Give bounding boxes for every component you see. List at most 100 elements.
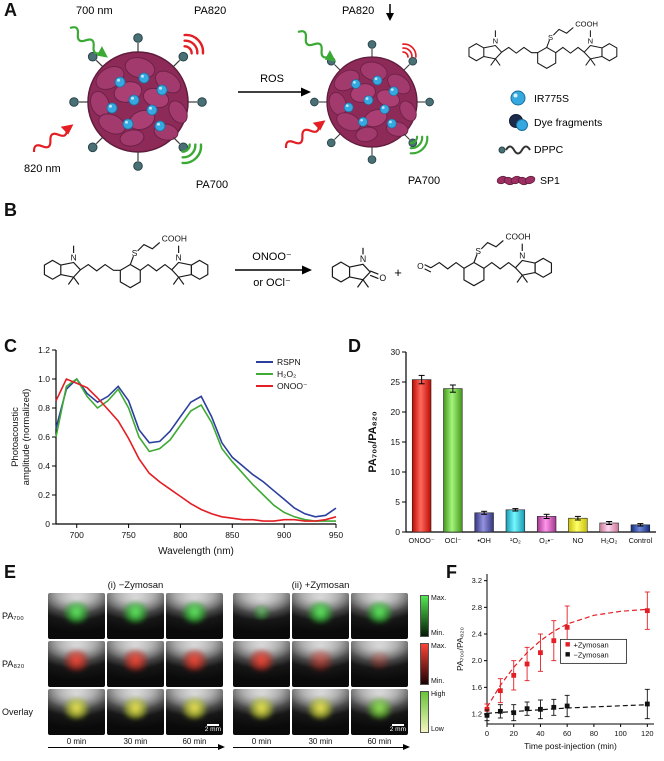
panel-a-scheme: N S COOH N O S COOH N xyxy=(0,0,664,202)
y-tick-label: 2.4 xyxy=(472,630,482,639)
group-title-i: (i) −Zymosan xyxy=(107,580,164,591)
signal-blob xyxy=(180,602,209,624)
legend-label: +Zymosan xyxy=(573,640,608,649)
signal-blob xyxy=(306,698,335,720)
group-title-ii: (ii) +Zymosan xyxy=(291,580,350,591)
data-point xyxy=(484,712,490,718)
panel-d-selectivity: 0 5 10 15 20 25 30 PA₇₀₀/PA₈₂₀ ONOO⁻ OCl⁻ •OH ¹O₂ O₂… xyxy=(348,338,664,564)
x-tick-label: 850 xyxy=(225,530,239,540)
row-label: Overlay xyxy=(2,707,34,717)
data-point xyxy=(497,708,503,714)
signal-blob xyxy=(367,651,392,670)
pa-image-r0-g0-t1 xyxy=(107,593,164,639)
category-label: OCl⁻ xyxy=(445,536,462,545)
pa-image-r1-g0-t2 xyxy=(166,641,223,687)
time-label: 30 min xyxy=(308,737,333,746)
data-point xyxy=(538,706,543,712)
panel-e-invivo-images: (i) −Zymosan (ii) +Zymosan PA₇₀₀ Max. Min. PA… xyxy=(2,566,452,761)
sphere-highlight xyxy=(513,93,518,98)
scale-bar-label: 2 mm xyxy=(389,726,406,733)
x-tick-label: 80 xyxy=(590,729,598,738)
signal-blob xyxy=(306,650,335,672)
product-dye-fragment xyxy=(416,230,553,287)
pa820-signal-icon-weak xyxy=(398,40,420,62)
x-tick-label: 950 xyxy=(329,530,343,540)
legend-dppc: DPPC xyxy=(498,144,564,156)
pa-image-r2-g0-t0 xyxy=(48,689,105,735)
colorbar-max-label: Max. xyxy=(431,595,447,602)
scheme-a-svg: N S COOH N O S COOH N xyxy=(24,4,618,191)
product-indolinone xyxy=(331,247,387,289)
y-tick-label: 2.8 xyxy=(472,603,482,612)
y-tick-label: 0 xyxy=(395,527,400,537)
colorbar-max-label: High xyxy=(431,691,446,698)
x-tick-label: 0 xyxy=(485,729,489,738)
data-point xyxy=(524,706,530,712)
image-row: Overlay 2 mm 2 mm High Low xyxy=(2,689,452,735)
legend-dppc-label: DPPC xyxy=(534,144,564,156)
colorbar: Max. Min. xyxy=(420,643,446,685)
ratio-kinetics-chart: 1.2 1.6 2.0 2.4 2.8 3.2 0 20 40 60 80 100 120 Time po… xyxy=(455,574,654,751)
data-point xyxy=(551,638,557,644)
excitation-820nm-arrow xyxy=(30,120,77,157)
x-tick-label: 60 xyxy=(563,729,571,738)
data-point xyxy=(644,608,650,614)
data-point xyxy=(644,701,650,707)
signal-blob xyxy=(121,698,150,720)
bar-1 xyxy=(443,388,463,533)
bar-0 xyxy=(411,379,432,533)
dppc-tail-icon xyxy=(505,145,531,155)
pa-image-r2-g1-t1 xyxy=(292,689,349,735)
label-pa820: PA820 xyxy=(194,5,226,17)
panel-f-kinetics: 1.2 1.6 2.0 2.4 2.8 3.2 0 20 40 60 80 100 120 Time po… xyxy=(452,566,664,761)
y-tick-label: 15 xyxy=(391,437,401,447)
y-tick-label: 5 xyxy=(395,497,400,507)
colorbar-min-label: Min. xyxy=(431,630,445,637)
data-point xyxy=(538,650,543,656)
x-axis-label: Wavelength (nm) xyxy=(158,546,234,557)
pa-spectra-chart: 0 0.2 0.4 0.6 0.8 1.0 1.2 700 750 800 850 900 950 Wav… xyxy=(10,345,343,557)
signal-blob xyxy=(365,698,394,720)
ros-arrowhead xyxy=(301,87,311,97)
signal-blob xyxy=(121,602,150,624)
legend-sp1-label: SP1 xyxy=(540,175,560,187)
pa-image-grid: (i) −Zymosan (ii) +Zymosan PA₇₀₀ Max. Min. PA… xyxy=(2,580,452,750)
ros-ratio-bar-chart: 0 5 10 15 20 25 30 PA₇₀₀/PA₈₂₀ ONOO⁻ OCl⁻ •OH ¹O₂ O₂… xyxy=(367,347,656,545)
legend-dye-fragments-label: Dye fragments xyxy=(534,117,602,129)
category-label: ¹O₂ xyxy=(510,536,521,545)
legend-label: −Zymosan xyxy=(573,650,608,659)
scale-bar: 2 mm xyxy=(205,724,221,734)
signal-blob xyxy=(365,602,394,624)
y-tick-label: 30 xyxy=(391,347,401,357)
y-tick-label: 3.2 xyxy=(472,576,482,585)
scale-bar-label: 2 mm xyxy=(204,726,221,733)
y-tick-label: 1.2 xyxy=(38,345,50,355)
image-row: PA₇₀₀ Max. Min. xyxy=(2,593,452,639)
pa-image-r2-g0-t1 xyxy=(107,689,164,735)
x-tick-label: 40 xyxy=(536,729,544,738)
pa-image-r0-g1-t1 xyxy=(292,593,349,639)
image-group xyxy=(48,593,223,639)
label-pa820-after: PA820 xyxy=(342,5,374,17)
y-tick-label: 1.2 xyxy=(472,710,482,719)
time-label: 0 min xyxy=(251,737,272,746)
data-point xyxy=(564,703,570,709)
category-label: NO xyxy=(572,536,583,545)
colorbar-gradient xyxy=(420,691,429,733)
image-group xyxy=(233,641,408,687)
colorbar-min-label: Low xyxy=(431,726,444,733)
signal-blob xyxy=(306,602,335,624)
legend-label: RSPN xyxy=(277,357,301,367)
signal-blob xyxy=(62,650,91,672)
row-label: PA₈₂₀ xyxy=(2,659,25,669)
time-label: 0 min xyxy=(66,737,87,746)
pa-image-r2-g1-t0 xyxy=(233,689,290,735)
legend-ir775s-label: IR775S xyxy=(534,93,569,105)
colorbar-gradient xyxy=(420,643,429,685)
legend-swatch xyxy=(565,652,570,657)
pa-image-r0-g0-t2 xyxy=(166,593,223,639)
pa-image-r2-g1-t2: 2 mm xyxy=(351,689,408,735)
pa-image-r1-g1-t2 xyxy=(351,641,408,687)
y-axis-label: amplitude (normalized) xyxy=(21,389,32,486)
scale-bar-line xyxy=(391,724,404,726)
